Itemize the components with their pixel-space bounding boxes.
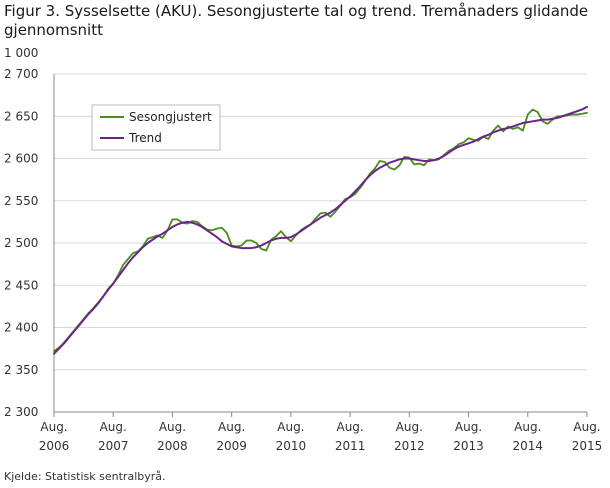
y-tick-label: 2 650 <box>4 109 38 123</box>
x-axis-ticks: Aug. 2006 Aug. 2007 Aug. 2008 Aug. 2009 Aug. 2010… <box>39 412 603 453</box>
y-axis-unit: 1 000 <box>4 46 39 60</box>
y-tick-label: 2 350 <box>4 363 38 377</box>
x-tick-label-month: Aug. <box>159 420 186 434</box>
legend-box <box>91 104 221 151</box>
x-tick-label-year: 2010 <box>276 439 307 453</box>
x-tick-label-year: 2013 <box>453 439 484 453</box>
x-tick-label-year: 2008 <box>157 439 188 453</box>
x-tick-label-year: 2009 <box>216 439 247 453</box>
x-tick-label-month: Aug. <box>40 420 67 434</box>
x-tick-label-year: 2007 <box>98 439 129 453</box>
y-tick-label: 2 400 <box>4 321 38 335</box>
x-tick-label-month: Aug. <box>100 420 127 434</box>
x-tick-label-month: Aug. <box>277 420 304 434</box>
x-tick-label-year: 2015 <box>572 439 603 453</box>
x-tick-label-month: Aug. <box>218 420 245 434</box>
x-tick-label-month: Aug. <box>336 420 363 434</box>
y-tick-label: 2 300 <box>4 405 38 419</box>
source-note: Kjelde: Statistisk sentralbyrå. <box>4 470 166 483</box>
chart-title: Figur 3. Sysselsette (AKU). Sesongjuster… <box>4 2 589 39</box>
x-tick-label-year: 2012 <box>394 439 425 453</box>
y-tick-label: 2 500 <box>4 236 38 250</box>
legend-label-seasonal: Sesongjustert <box>129 110 212 124</box>
legend-label-trend: Trend <box>128 131 162 145</box>
y-tick-label: 2 550 <box>4 194 38 208</box>
x-tick-label-year: 2011 <box>335 439 366 453</box>
x-tick-label-month: Aug. <box>396 420 423 434</box>
y-tick-label: 2 450 <box>4 278 38 292</box>
x-tick-label-year: 2014 <box>513 439 544 453</box>
x-tick-label-month: Aug. <box>455 420 482 434</box>
x-tick-label-month: Aug. <box>573 420 600 434</box>
y-axis-ticks: 2 300 2 350 2 400 2 450 2 500 2 550 2 600 2 650… <box>4 67 38 419</box>
series-lines <box>53 105 588 355</box>
gridlines <box>53 73 587 413</box>
legend: Sesongjustert Trend <box>91 104 221 151</box>
y-tick-label: 2 700 <box>4 67 38 81</box>
x-tick-label-month: Aug. <box>514 420 541 434</box>
y-tick-label: 2 600 <box>4 152 38 166</box>
x-tick-label-year: 2006 <box>39 439 70 453</box>
series-line-trend <box>53 105 588 355</box>
